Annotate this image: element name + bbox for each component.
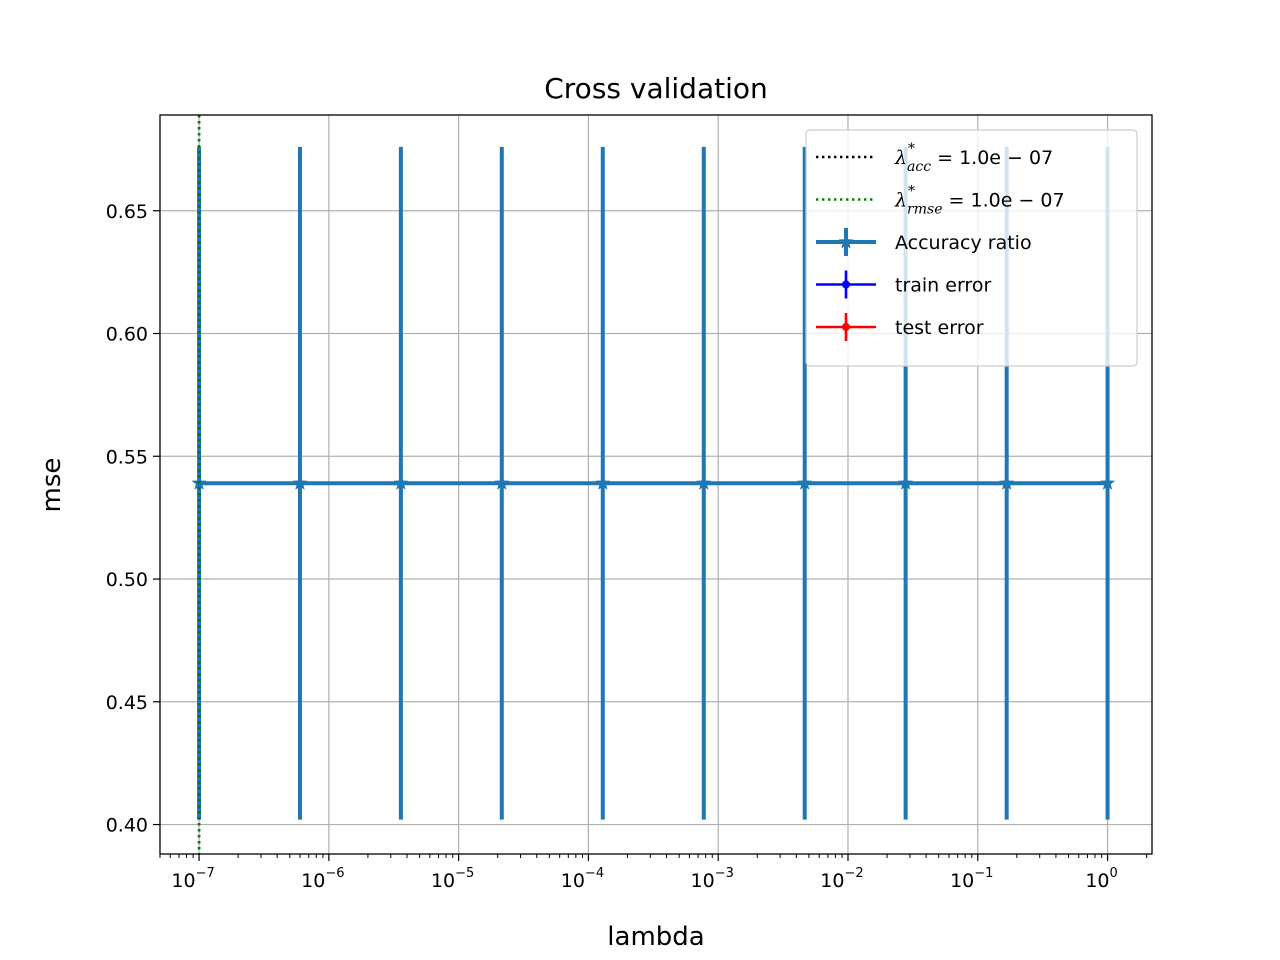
x-tick-base: 10 <box>950 870 974 892</box>
x-tick-exponent: −6 <box>325 866 344 881</box>
y-tick-label: 0.55 <box>106 446 148 468</box>
y-tick-label: 0.40 <box>106 815 148 837</box>
legend-box <box>805 129 1138 367</box>
x-tick-base: 10 <box>301 870 325 892</box>
x-tick-exponent: 0 <box>1110 866 1118 881</box>
legend-label-symbol: λ <box>894 147 907 169</box>
legend-label: test error <box>895 317 984 339</box>
legend-label-value: = 1.0e − 07 <box>942 190 1064 212</box>
legend-entry: Accuracy ratio <box>816 228 1032 256</box>
legend-label-sup: * <box>908 141 915 157</box>
x-tick-exponent: −5 <box>455 866 474 881</box>
legend-entry: λ* rmse = 1.0e − 07 <box>816 184 1065 218</box>
data-point <box>595 475 611 490</box>
data-point <box>696 475 712 490</box>
legend-label-value: = 1.0e − 07 <box>931 147 1053 169</box>
legend-label: λ* rmse = 1.0e − 07 <box>894 184 1065 218</box>
axes-frame <box>159 114 1153 855</box>
x-tick-base: 10 <box>431 870 455 892</box>
data-point <box>292 475 308 490</box>
chart-title: Cross validation <box>544 72 768 105</box>
x-tick-label: 10−2 <box>820 866 863 892</box>
x-tick-label: 10−3 <box>691 866 734 892</box>
y-tick-label: 0.60 <box>106 324 148 346</box>
legend-entry: train error <box>816 270 991 299</box>
x-tick-base: 10 <box>820 870 844 892</box>
x-axis-label: lambda <box>607 922 704 952</box>
x-tick-label: 10−5 <box>431 866 474 892</box>
legend-label-sub: acc <box>907 159 931 175</box>
legend-label: train error <box>895 275 991 297</box>
legend-label: λ* acc = 1.0e − 07 <box>894 141 1053 175</box>
legend-marker <box>842 280 850 289</box>
legend: λ* acc = 1.0e − 07λ* rmse = 1.0e − 07Accur… <box>805 129 1138 367</box>
legend-marker <box>842 323 850 331</box>
x-tick-exponent: −1 <box>974 866 993 881</box>
data-point <box>494 475 510 490</box>
data-point <box>797 475 813 490</box>
x-tick-base: 10 <box>561 870 585 892</box>
x-tick-exponent: −3 <box>715 866 734 881</box>
data-point <box>1099 475 1116 490</box>
x-tick-exponent: −4 <box>585 866 604 881</box>
legend-label-sup: * <box>908 184 915 200</box>
y-axis-label: mse <box>37 458 67 513</box>
x-tick-label: 10−1 <box>950 866 993 892</box>
x-tick-base: 10 <box>1085 870 1109 892</box>
x-tick-base: 10 <box>691 870 715 892</box>
legend-label: Accuracy ratio <box>895 232 1032 254</box>
x-tick-label: 10−7 <box>171 866 214 892</box>
legend-marker <box>838 234 854 249</box>
y-tick-label: 0.65 <box>106 201 148 223</box>
x-tick-base: 10 <box>171 870 195 892</box>
legend-label-symbol: λ <box>894 190 907 212</box>
x-tick-label: 10−4 <box>561 866 604 892</box>
x-tick-label: 100 <box>1085 866 1117 892</box>
x-tick-exponent: −7 <box>196 866 215 881</box>
legend-label-sub: rmse <box>907 202 942 218</box>
x-tick-label: 10−6 <box>301 866 344 892</box>
y-tick-label: 0.45 <box>106 692 148 714</box>
x-tick-exponent: −2 <box>844 866 863 881</box>
legend-entry: test error <box>816 313 984 341</box>
legend-entry: λ* acc = 1.0e − 07 <box>816 141 1053 175</box>
data-point <box>898 475 914 490</box>
y-tick-label: 0.50 <box>106 569 148 591</box>
data-point <box>999 475 1015 490</box>
data-point <box>393 475 409 490</box>
